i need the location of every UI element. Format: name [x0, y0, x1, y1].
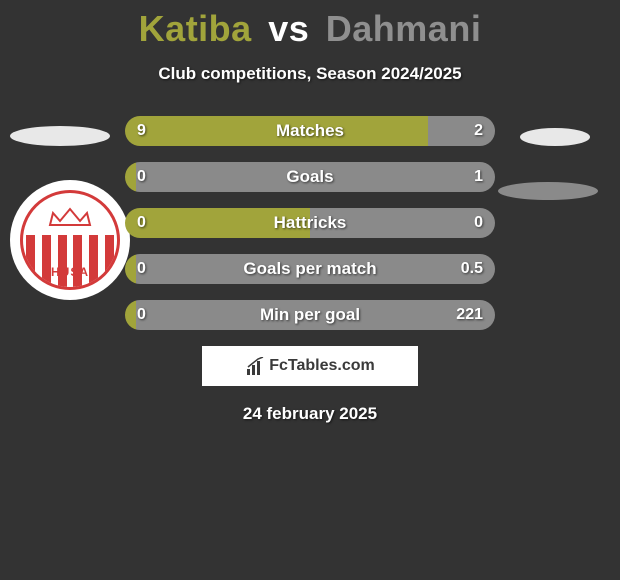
bar-label: Min per goal [260, 305, 360, 325]
vs-text: vs [268, 8, 309, 49]
stat-bar: 0 Goals 1 [125, 162, 495, 192]
bar-value-left: 0 [137, 168, 146, 186]
stat-bars-container: 9 Matches 2 0 Goals 1 0 Hattricks 0 0 Go… [125, 116, 495, 330]
logo-inner: HUSA [20, 190, 120, 290]
date-text: 24 february 2025 [0, 404, 620, 424]
bar-value-right: 1 [474, 168, 483, 186]
crown-icon [45, 203, 95, 231]
player2-name: Dahmani [326, 8, 482, 49]
bar-value-left: 0 [137, 306, 146, 324]
bar-left-fill [125, 300, 136, 330]
bar-label: Matches [276, 121, 344, 141]
bar-value-right: 221 [456, 306, 483, 324]
bar-value-left: 0 [137, 260, 146, 278]
club-logo: HUSA [10, 180, 130, 300]
brand-text: FcTables.com [269, 357, 375, 375]
bar-label: Goals per match [243, 259, 376, 279]
bar-value-left: 9 [137, 122, 146, 140]
subtitle: Club competitions, Season 2024/2025 [0, 64, 620, 84]
player1-name: Katiba [139, 8, 252, 49]
decoration-oval-right-1 [520, 128, 590, 146]
brand-box: FcTables.com [202, 346, 418, 386]
decoration-oval-left [10, 126, 110, 146]
stat-bar: 0 Min per goal 221 [125, 300, 495, 330]
bar-value-left: 0 [137, 214, 146, 232]
comparison-title: Katiba vs Dahmani [0, 0, 620, 50]
bar-value-right: 0 [474, 214, 483, 232]
bar-right-fill [428, 116, 495, 146]
bar-label: Goals [286, 167, 333, 187]
logo-text: HUSA [23, 265, 117, 279]
bar-value-right: 2 [474, 122, 483, 140]
logo-stripes [23, 235, 117, 287]
stat-bar: 0 Hattricks 0 [125, 208, 495, 238]
bar-label: Hattricks [274, 213, 347, 233]
chart-icon [245, 357, 265, 375]
bar-value-right: 0.5 [461, 260, 483, 278]
stat-bar: 0 Goals per match 0.5 [125, 254, 495, 284]
decoration-oval-right-2 [498, 182, 598, 200]
stat-bar: 9 Matches 2 [125, 116, 495, 146]
